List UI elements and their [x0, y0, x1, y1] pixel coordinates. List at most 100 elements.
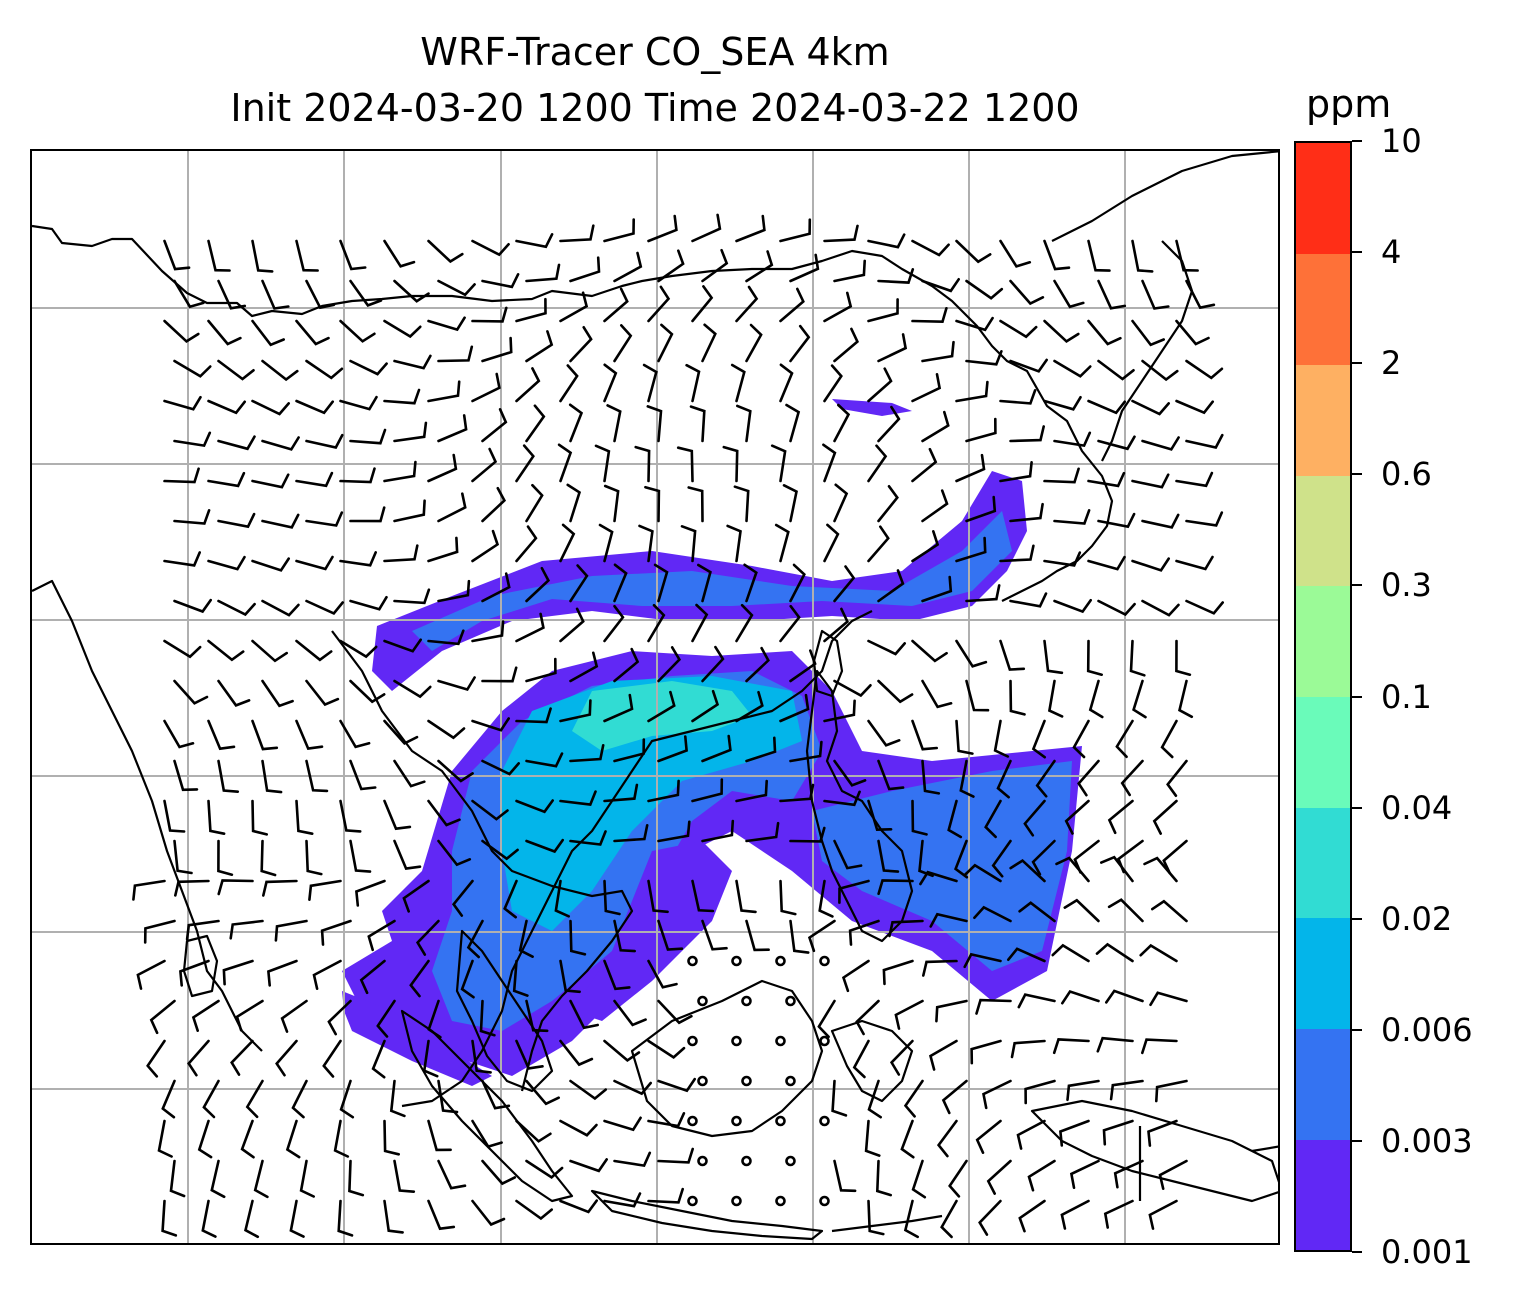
wind-barb	[149, 999, 176, 1035]
wind-barb	[867, 1199, 885, 1236]
wind-barb	[613, 324, 633, 363]
wind-barb	[789, 324, 811, 363]
wind-barb	[518, 919, 534, 958]
wind-barb	[1158, 1159, 1188, 1190]
wind-barb	[1069, 1159, 1100, 1189]
wind-barb	[955, 536, 987, 563]
wind-barb	[955, 639, 988, 668]
wind-barb	[525, 263, 561, 283]
wind-barb	[833, 759, 867, 787]
wind-barb	[774, 523, 790, 563]
wind-barb	[1095, 942, 1134, 963]
wind-barb	[471, 306, 508, 323]
wind-barb	[569, 1158, 608, 1173]
wind-barb	[1100, 855, 1134, 883]
wind-barb	[481, 336, 513, 363]
colorbar-tick-label: 10	[1381, 122, 1422, 160]
wind-barb	[657, 1077, 696, 1093]
wind-barb	[1010, 1039, 1046, 1059]
wind-barb	[789, 253, 820, 283]
wind-barb	[1087, 319, 1122, 346]
wind-barb	[921, 410, 950, 443]
wind-barb	[383, 1199, 404, 1234]
wind-barb	[437, 345, 474, 363]
wind-barb	[383, 799, 412, 831]
wind-barb	[680, 525, 697, 563]
wind-barb	[1064, 799, 1090, 835]
colorbar-tick	[1352, 1139, 1362, 1142]
map-panel	[30, 149, 1280, 1245]
wind-barb	[736, 404, 752, 443]
wind-barb	[911, 639, 948, 663]
wind-barb	[603, 287, 629, 323]
colorbar-segment	[1296, 696, 1350, 808]
wind-barb	[965, 495, 997, 523]
wind-barb	[217, 512, 256, 529]
wind-barb	[785, 403, 801, 443]
wind-barb	[867, 639, 906, 656]
wind-barb	[217, 435, 256, 451]
wind-barb	[525, 752, 564, 768]
wind-barb	[471, 1039, 492, 1074]
wind-barb	[1185, 599, 1224, 615]
wind-barb	[1087, 239, 1111, 272]
wind-barb	[1103, 1199, 1134, 1229]
wind-barb	[349, 595, 388, 611]
wind-barb	[1053, 279, 1085, 309]
wind-barb	[911, 307, 948, 324]
wind-barb	[305, 279, 336, 310]
wind-barb	[789, 740, 823, 763]
wind-barb	[251, 473, 290, 489]
wind-barb	[877, 759, 905, 791]
wind-barb	[383, 638, 422, 653]
wind-barb	[409, 959, 430, 998]
wind-barb	[481, 666, 518, 683]
calm-wind-marker	[775, 955, 786, 967]
wind-barb	[569, 830, 607, 846]
calm-wind-marker	[741, 1075, 752, 1087]
wind-barb	[217, 599, 256, 617]
wind-barb	[163, 799, 186, 833]
wind-barb	[701, 919, 728, 951]
wind-barb	[1087, 555, 1126, 571]
wind-barb	[525, 404, 546, 443]
wind-barb	[515, 525, 538, 563]
wind-barb	[867, 525, 890, 563]
wind-barb	[603, 959, 631, 991]
wind-barb	[689, 405, 706, 443]
wind-barb	[657, 249, 685, 283]
coastline-java	[590, 1189, 824, 1241]
wind-barb	[217, 839, 234, 876]
calm-wind-marker	[785, 995, 796, 1007]
wind-barb	[921, 278, 960, 293]
wind-barb	[471, 1119, 503, 1149]
wind-barb	[735, 214, 766, 243]
tracer-plume-layer	[342, 399, 1082, 1086]
wind-barb	[613, 563, 628, 603]
wind-barb	[349, 759, 377, 791]
wind-barb	[1035, 759, 1056, 798]
map-title-line-2: Init 2024-03-20 1200 Time 2024-03-22 120…	[230, 86, 1080, 130]
wind-barb	[1043, 639, 1064, 675]
wind-barb	[339, 1079, 355, 1119]
wind-barb	[201, 1199, 217, 1238]
wind-barb	[1129, 639, 1146, 677]
wind-barb	[197, 1119, 213, 1159]
plume-north-inner	[412, 511, 1012, 651]
wind-barb	[867, 444, 888, 483]
wind-barb	[647, 603, 666, 643]
wind-barb	[437, 492, 467, 523]
wind-barb	[327, 999, 352, 1036]
calm-wind-marker	[741, 1155, 752, 1167]
wind-barb	[647, 1112, 686, 1128]
wind-barb	[559, 790, 597, 807]
wind-barb	[559, 1119, 598, 1137]
wind-barb	[383, 544, 419, 563]
wind-barb	[244, 1199, 260, 1239]
wind-barb	[745, 323, 763, 363]
wind-barb	[291, 1079, 308, 1119]
wind-barb	[982, 1079, 1012, 1110]
wind-barb	[422, 1039, 439, 1078]
wind-barb	[1053, 598, 1092, 614]
calm-wind-marker	[697, 1075, 708, 1087]
